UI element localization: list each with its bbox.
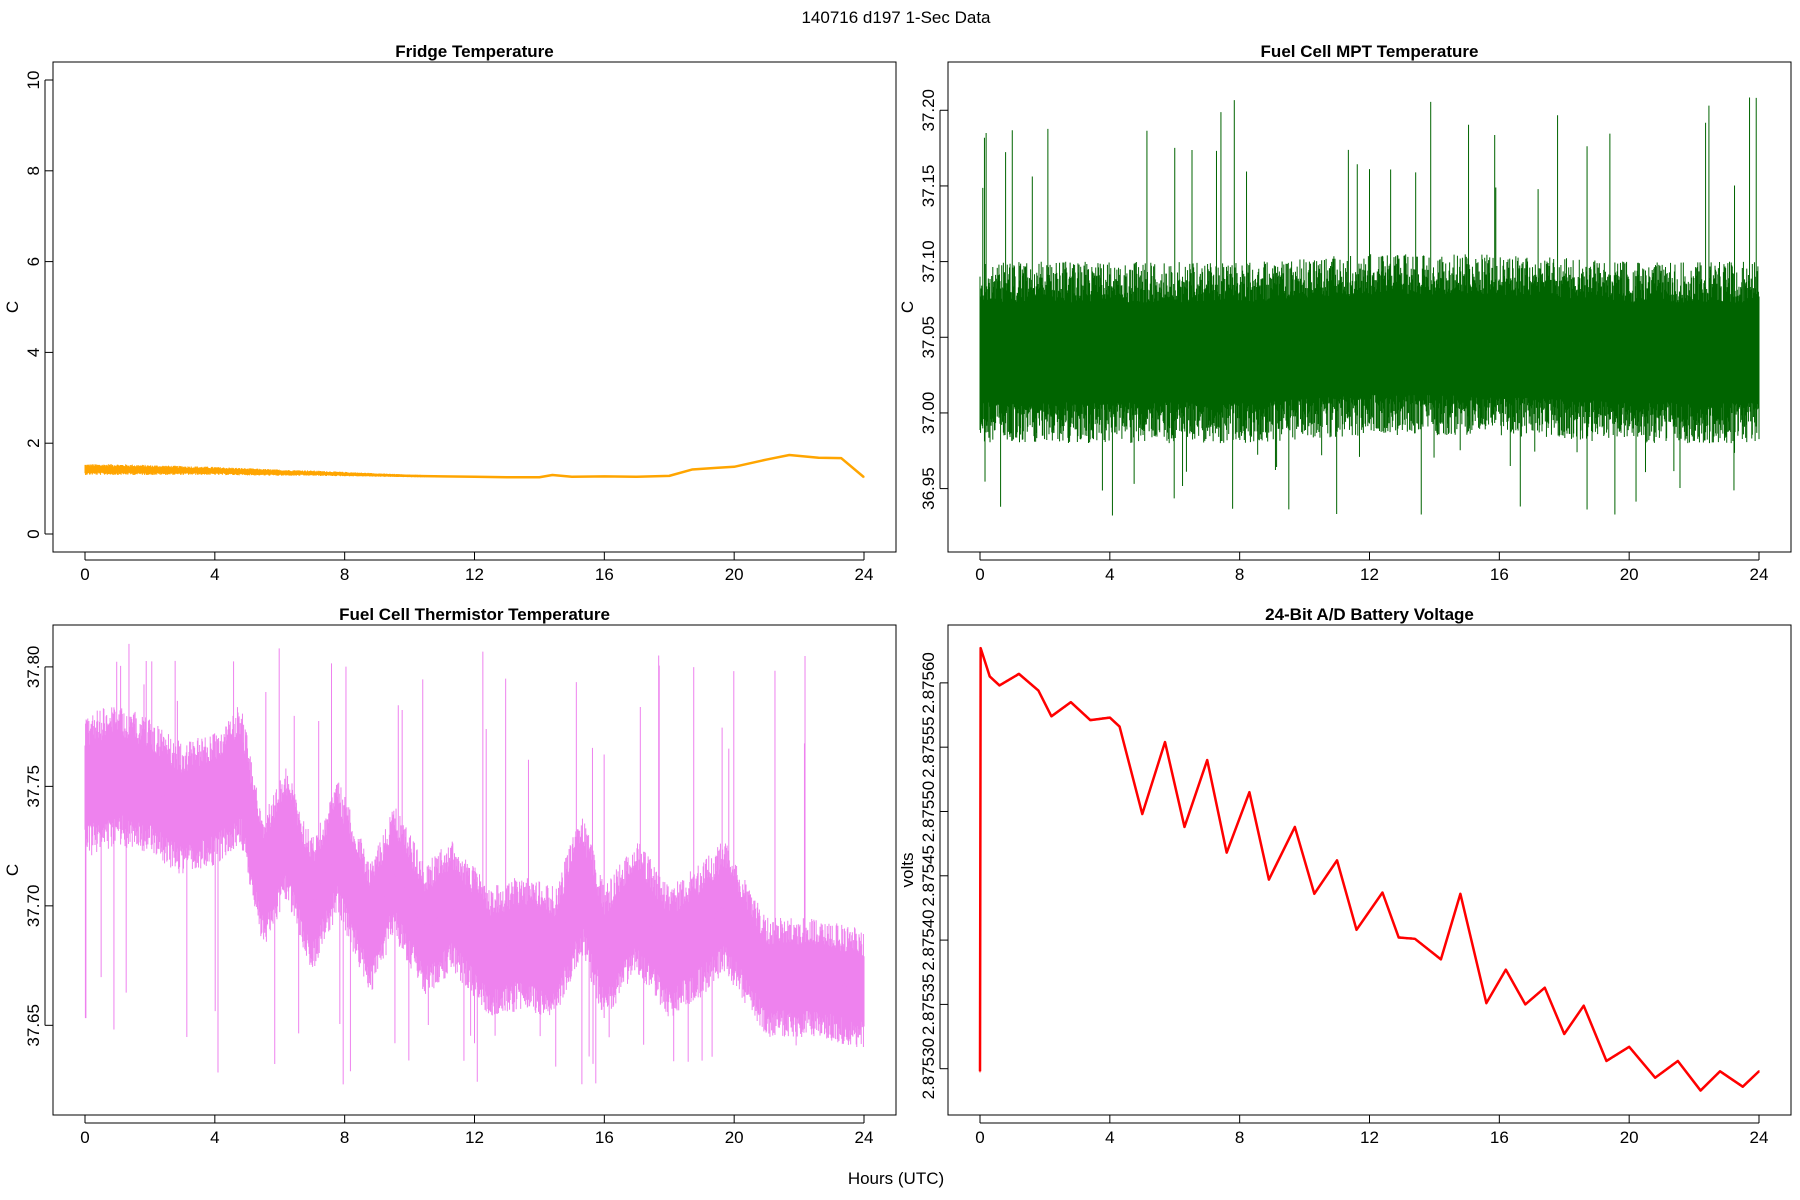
y-tick-label: 36.95 [919, 467, 938, 510]
y-tick-label: 37.20 [919, 89, 938, 132]
x-tick-label: 12 [465, 565, 484, 584]
x-tick-label: 12 [1360, 1128, 1379, 1147]
y-tick-label: 37.00 [919, 392, 938, 435]
data-series [84, 453, 865, 479]
series-noise-band [979, 648, 1760, 1092]
x-tick-label: 4 [210, 1128, 219, 1147]
y-tick-label: 2.87530 [919, 1038, 938, 1099]
panel-battery-voltage: 24-Bit A/D Battery Voltage volts 0 4 8 12 16 20… [898, 605, 1792, 1147]
x-tick-label: 24 [855, 565, 874, 584]
x-tick-label: 0 [80, 565, 89, 584]
y-axis-label: C [898, 301, 917, 313]
y-tick-label: 8 [24, 166, 43, 175]
x-tick-label: 0 [975, 565, 984, 584]
x-tick-label: 12 [465, 1128, 484, 1147]
series-line [84, 773, 865, 991]
series-line [978, 646, 1760, 1092]
y-tick-label: 37.10 [919, 240, 938, 283]
series-noise-band [979, 97, 1760, 516]
plot-title: Fuel Cell MPT Temperature [1261, 42, 1479, 61]
x-tick-label: 16 [595, 1128, 614, 1147]
x-tick-label: 16 [1490, 1128, 1509, 1147]
x-tick-label: 8 [340, 1128, 349, 1147]
y-tick-label: 37.65 [24, 1004, 43, 1047]
x-tick-label: 0 [80, 1128, 89, 1147]
series-noise-band [84, 454, 865, 478]
y-tick-label: 2.87560 [919, 652, 938, 713]
series-line [980, 343, 1759, 354]
y-tick-label: 2.87555 [919, 716, 938, 777]
x-tick-label: 20 [1620, 1128, 1639, 1147]
x-tick-label: 8 [340, 565, 349, 584]
x-tick-label: 20 [725, 1128, 744, 1147]
y-tick-label: 4 [24, 348, 43, 357]
y-axis-label: C [3, 301, 22, 313]
x-tick-label: 8 [1235, 565, 1244, 584]
series-line [85, 453, 865, 479]
plot-title: 24-Bit A/D Battery Voltage [1265, 605, 1474, 624]
x-tick-label: 24 [1750, 1128, 1769, 1147]
data-series [84, 643, 865, 1085]
x-tick-label: 4 [210, 565, 219, 584]
plot-frame [52, 61, 897, 553]
x-tick-label: 0 [975, 1128, 984, 1147]
y-tick-label: 2.87540 [919, 909, 938, 970]
x-tick-label: 20 [725, 565, 744, 584]
y-axis-label: C [3, 864, 22, 876]
figure-x-axis-label: Hours (UTC) [848, 1169, 944, 1188]
y-tick-label: 6 [24, 257, 43, 266]
figure-title: 140716 d197 1-Sec Data [801, 8, 991, 27]
y-tick-label: 0 [24, 529, 43, 538]
plot-title: Fuel Cell Thermistor Temperature [339, 605, 610, 624]
y-tick-label: 10 [24, 71, 43, 90]
series-noise-band [84, 643, 865, 1085]
y-tick-label: 37.80 [24, 646, 43, 689]
x-tick-label: 4 [1105, 1128, 1114, 1147]
x-tick-label: 4 [1105, 565, 1114, 584]
y-tick-label: 2.87545 [919, 845, 938, 906]
data-series [979, 97, 1760, 516]
x-tick-label: 16 [595, 565, 614, 584]
y-tick-label: 37.75 [24, 765, 43, 808]
x-tick-label: 12 [1360, 565, 1379, 584]
data-series [978, 646, 1760, 1092]
x-tick-label: 24 [1750, 565, 1769, 584]
y-tick-label: 37.15 [919, 165, 938, 208]
x-tick-label: 16 [1490, 565, 1509, 584]
y-tick-label: 2 [24, 438, 43, 447]
y-axis-label: volts [898, 853, 917, 888]
x-tick-label: 8 [1235, 1128, 1244, 1147]
y-tick-label: 37.05 [919, 316, 938, 359]
y-tick-label: 2.87550 [919, 781, 938, 842]
x-tick-label: 20 [1620, 565, 1639, 584]
y-tick-label: 2.87535 [919, 974, 938, 1035]
x-tick-label: 24 [855, 1128, 874, 1147]
panel-fuel-cell-mpt-temperature: Fuel Cell MPT Temperature C 0 4 8 12 16 20 24 36.… [898, 42, 1792, 584]
plot-title: Fridge Temperature [395, 42, 553, 61]
plot-frame [947, 624, 1792, 1116]
panel-fuel-cell-thermistor-temperature: Fuel Cell Thermistor Temperature C 0 4 8 12 16… [3, 605, 897, 1147]
y-tick-label: 37.70 [24, 885, 43, 928]
